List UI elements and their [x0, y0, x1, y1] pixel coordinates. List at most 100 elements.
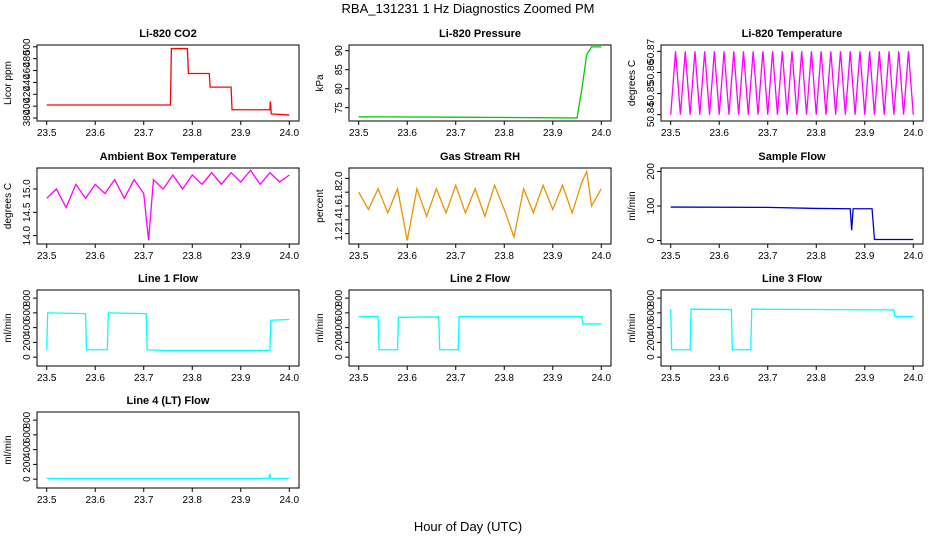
x-tick-label: 23.7 [134, 128, 154, 139]
y-tick-label: 600 [22, 304, 33, 321]
x-tick-label: 23.9 [231, 128, 251, 139]
y-tick-label: 380 [22, 109, 33, 126]
y-tick-label: 90 [334, 45, 345, 57]
panel-title: Li-820 Temperature [742, 28, 843, 40]
y-tick-label: 200 [22, 456, 33, 473]
x-tick-label: 23.7 [134, 251, 154, 262]
panel-title: Line 4 (LT) Flow [127, 395, 210, 407]
series-line [46, 47, 290, 116]
panel-title: Sample Flow [758, 151, 826, 163]
x-tick-label: 23.7 [758, 373, 778, 384]
x-tick-label: 24.0 [280, 495, 300, 506]
y-axis-title: Licor ppm [3, 61, 14, 105]
series-line [358, 169, 602, 241]
x-tick-label: 23.7 [758, 251, 778, 262]
x-tick-label: 23.9 [543, 251, 563, 262]
series-line [358, 46, 602, 119]
y-tick-label: 50.85 [646, 81, 657, 106]
y-axis-title: ml/min [3, 435, 14, 464]
x-tick-label: 23.6 [85, 495, 105, 506]
y-tick-label: 500 [22, 38, 33, 55]
x-tick-label: 24.0 [280, 128, 300, 139]
x-tick-label: 23.6 [709, 128, 729, 139]
x-tick-label: 24.0 [904, 373, 924, 384]
panel-title: Li-820 Pressure [439, 28, 521, 40]
plot-frame [36, 167, 300, 245]
x-tick-label: 24.0 [592, 251, 612, 262]
x-tick-label: 23.7 [758, 128, 778, 139]
y-tick-label: 0 [334, 354, 345, 360]
y-tick-label: 400 [22, 441, 33, 458]
plot-frame [348, 44, 612, 122]
x-tick-label: 23.7 [134, 373, 154, 384]
y-axis-title: percent [315, 189, 326, 223]
series-line [670, 51, 914, 115]
y-tick-label: 400 [646, 319, 657, 336]
panel-title: Line 3 Flow [762, 273, 822, 285]
x-tick-label: 23.6 [709, 251, 729, 262]
y-tick-label: 400 [334, 319, 345, 336]
y-tick-label: 50.84 [646, 102, 657, 127]
y-tick-label: 420 [22, 86, 33, 103]
y-tick-label: 800 [334, 289, 345, 306]
y-tick-label: 200 [334, 334, 345, 351]
x-tick-label: 24.0 [592, 128, 612, 139]
y-tick-label: 600 [334, 304, 345, 321]
plot-frame [660, 289, 924, 367]
series-line [670, 308, 914, 351]
y-tick-label: 200 [646, 163, 657, 180]
plot-frame [348, 167, 612, 245]
y-tick-label: 600 [22, 426, 33, 443]
y-tick-label: 75 [334, 102, 345, 114]
y-tick-label: 1.8 [334, 185, 345, 199]
y-axis-title: degrees C [3, 183, 14, 229]
x-tick-label: 23.7 [446, 251, 466, 262]
x-tick-label: 23.8 [807, 373, 827, 384]
series-line [358, 315, 602, 351]
x-tick-label: 23.6 [85, 128, 105, 139]
x-tick-label: 23.5 [349, 251, 369, 262]
x-tick-label: 23.8 [807, 128, 827, 139]
x-tick-label: 24.0 [280, 373, 300, 384]
x-tick-label: 24.0 [592, 373, 612, 384]
y-tick-label: 800 [22, 289, 33, 306]
x-tick-label: 23.8 [183, 251, 203, 262]
x-tick-label: 23.8 [495, 251, 515, 262]
x-tick-label: 23.6 [709, 373, 729, 384]
y-axis-title: degrees C [627, 60, 638, 106]
x-tick-label: 23.5 [37, 128, 57, 139]
y-tick-label: 480 [22, 50, 33, 67]
panel-title: Li-820 CO2 [139, 28, 196, 40]
panel-title: Line 2 Flow [450, 273, 510, 285]
x-tick-label: 23.8 [495, 128, 515, 139]
panel-title: Line 1 Flow [138, 273, 198, 285]
x-tick-label: 23.6 [397, 373, 417, 384]
plot-frame [660, 167, 924, 245]
x-tick-label: 23.9 [855, 373, 875, 384]
series-line [46, 169, 290, 241]
x-tick-label: 23.8 [807, 251, 827, 262]
y-tick-label: 14.5 [22, 202, 33, 222]
x-tick-label: 23.5 [661, 251, 681, 262]
x-tick-label: 23.7 [134, 495, 154, 506]
y-tick-label: 15.0 [22, 179, 33, 199]
y-axis-title: ml/min [315, 313, 326, 342]
x-tick-label: 24.0 [904, 251, 924, 262]
series-line [46, 312, 290, 352]
y-tick-label: 1.4 [334, 212, 345, 226]
y-axis-title: kPa [315, 74, 326, 92]
x-tick-label: 23.8 [183, 128, 203, 139]
x-tick-label: 23.6 [397, 251, 417, 262]
y-tick-label: 400 [22, 319, 33, 336]
y-tick-label: 460 [22, 62, 33, 79]
y-tick-label: 800 [22, 411, 33, 428]
x-tick-label: 23.8 [495, 373, 515, 384]
y-tick-label: 14.0 [22, 225, 33, 245]
y-tick-label: 0 [646, 354, 657, 360]
y-tick-label: 400 [22, 97, 33, 114]
x-tick-label: 23.6 [397, 128, 417, 139]
x-tick-label: 23.9 [855, 251, 875, 262]
y-tick-label: 100 [646, 197, 657, 214]
y-tick-label: 200 [646, 334, 657, 351]
